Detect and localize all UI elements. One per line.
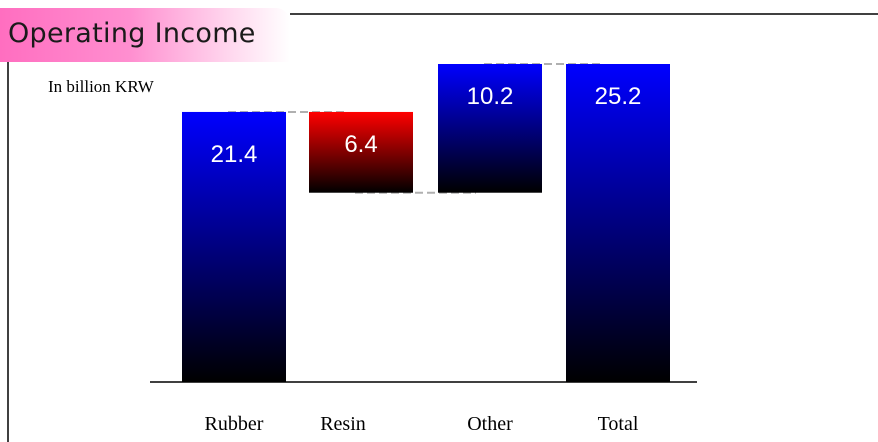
category-label-other: Other xyxy=(467,413,513,435)
value-label-rubber: 21.4 xyxy=(211,141,258,168)
bar-other xyxy=(438,64,542,193)
value-label-total: 25.2 xyxy=(595,83,642,110)
category-label-rubber: Rubber xyxy=(205,413,264,435)
value-label-other: 10.2 xyxy=(467,83,514,110)
bar-rubber xyxy=(182,111,286,382)
category-label-resin: Resin xyxy=(320,413,366,435)
value-label-resin: 6.4 xyxy=(344,131,377,158)
chart-title: Operating Income xyxy=(8,18,256,49)
bar-total xyxy=(566,64,670,382)
title-banner xyxy=(0,8,290,62)
bar-resin xyxy=(309,111,413,193)
unit-label: In billion KRW xyxy=(48,77,154,96)
category-label-total: Total xyxy=(598,413,639,435)
